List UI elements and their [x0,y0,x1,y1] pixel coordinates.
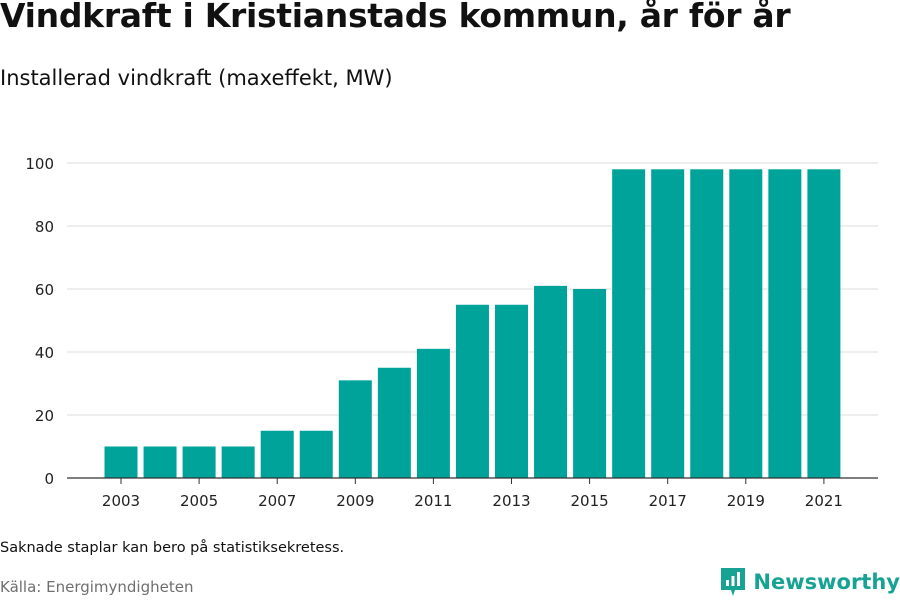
x-tick-label: 2007 [258,492,296,510]
footnote: Saknade staplar kan bero på statistiksek… [0,540,345,556]
bar [690,169,724,479]
chart-subtitle: Installerad vindkraft (maxeffekt, MW) [0,66,393,90]
y-tick-label: 80 [35,218,54,236]
bar [495,304,528,478]
bar [416,348,450,478]
x-tick-label: 2019 [727,492,765,510]
y-tick-label: 60 [35,281,54,299]
chart-title: Vindkraft i Kristianstads kommun, år för… [0,0,791,35]
brand-name: Newsworthy [753,570,900,594]
bar [573,289,607,478]
newsworthy-logo-icon [721,568,746,596]
bar [143,446,177,478]
bars [104,169,841,479]
y-tick-label: 100 [25,155,54,173]
x-tick-label: 2017 [649,492,687,510]
brand-logo: Newsworthy [719,566,900,598]
bar [455,304,489,478]
y-tick-label: 20 [35,407,54,425]
x-tick-label: 2005 [180,492,218,510]
bar [260,430,294,478]
bar [182,446,216,478]
y-tick-label: 40 [35,344,54,362]
bar [651,169,685,479]
axes: 0 20 40 60 80 100 2003 2005 2007 2009 2011 2013 2015… [25,155,878,510]
bar [612,169,646,479]
bar [377,367,411,478]
bar [729,169,763,479]
bar [768,169,802,479]
bar [338,380,372,478]
source-label: Källa: Energimyndigheten [0,578,194,596]
x-tick-label: 2015 [571,492,609,510]
bar [299,430,333,478]
x-tick-label: 2021 [805,492,843,510]
bar [807,169,841,479]
x-tick-label: 2013 [492,492,530,510]
x-tick-label: 2009 [336,492,374,510]
y-tick-label: 0 [44,470,54,488]
x-tick-label: 2003 [102,492,140,510]
bar [104,446,138,478]
bar [534,285,568,478]
x-tick-label: 2011 [414,492,452,510]
bar [221,446,255,478]
